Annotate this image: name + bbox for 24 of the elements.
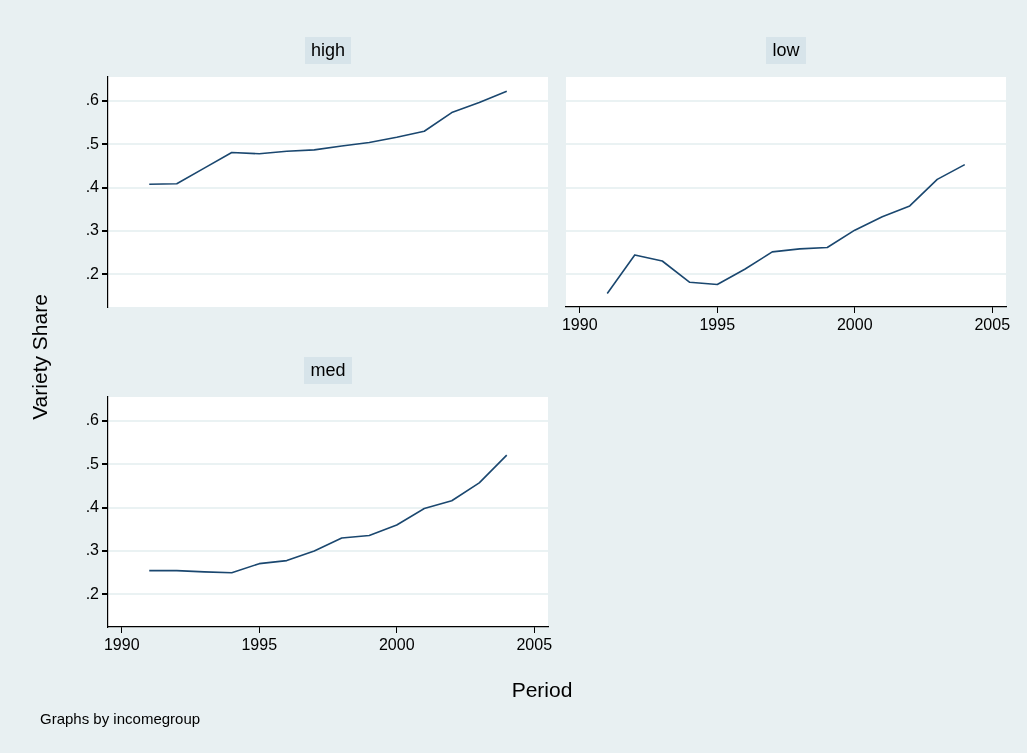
y-tick-label: .5 [85,134,100,152]
y-tick-label: .5 [85,454,100,472]
y-tick-label: .3 [85,221,100,239]
x-tick-label: 2005 [974,316,1011,334]
y-tick-label: .6 [85,91,100,109]
x-tick-label: 2000 [378,636,415,654]
x-axis-title: Period [511,678,573,702]
chart-title: med [304,357,352,384]
chart-title: low [766,37,806,64]
text: Graphs by incomegroup [40,710,201,727]
chart-title: high [304,37,352,64]
y-tick-label: .4 [85,498,100,516]
y-tick-label: .3 [85,541,100,559]
y-axis-title: Variety Share [28,294,52,420]
y-tick-label: .2 [85,264,100,282]
x-tick-label: 1995 [241,636,278,654]
x-tick-label: 1995 [699,316,736,334]
x-tick-label: 1990 [103,636,140,654]
x-tick-label: 2005 [516,636,553,654]
x-tick-label: 1990 [561,316,598,334]
y-tick-label: .4 [85,178,100,196]
y-tick-label: .2 [85,584,100,602]
y-tick-label: .6 [85,411,100,429]
x-tick-label: 2000 [836,316,873,334]
